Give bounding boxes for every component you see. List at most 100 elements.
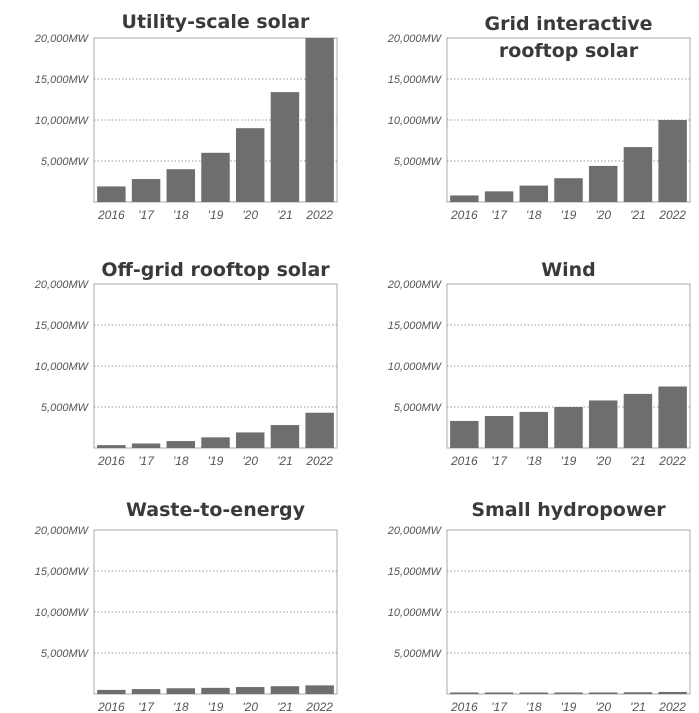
x-tick-label: '17: [138, 454, 155, 468]
bar-2022: [658, 120, 687, 202]
y-tick-label: 10,000MW: [388, 115, 443, 127]
x-tick-label: '20: [242, 208, 258, 222]
y-tick-label: 20,000MW: [387, 33, 443, 45]
bar-17: [484, 416, 514, 448]
bar-19: [201, 152, 230, 202]
x-tick-label: '21: [630, 700, 646, 713]
x-tick-label: '18: [526, 700, 542, 713]
x-tick-label: '19: [208, 454, 224, 468]
x-tick-label: '20: [595, 454, 611, 468]
bar-17: [484, 191, 514, 202]
chart-title: Grid interactive: [484, 13, 652, 35]
chart-title: Utility-scale solar: [122, 11, 311, 33]
y-tick-label: 5,000MW: [394, 156, 443, 168]
x-tick-label: '18: [173, 454, 189, 468]
y-tick-label: 5,000MW: [41, 402, 90, 414]
bar-2016: [97, 186, 126, 202]
y-tick-label: 20,000MW: [387, 279, 443, 291]
x-tick-label: '20: [595, 700, 611, 713]
chart-title: Waste-to-energy: [126, 499, 306, 521]
chart-panel-1: Utility-scale solar 5,000MW 10,000MW 15,000…: [34, 11, 338, 222]
bar-21: [270, 425, 300, 448]
chart-panel-2: Grid interactive rooftop solar 5,000MW 10,0…: [387, 13, 691, 222]
chart-panel-3: Off-grid rooftop solar 5,000MW 10,000MW 15,…: [34, 259, 338, 468]
bar-19: [554, 407, 583, 448]
bar-18: [519, 185, 549, 202]
bar-20: [235, 432, 265, 448]
bar-17: [131, 443, 161, 448]
bar-2016: [97, 445, 126, 448]
bar-2016: [450, 420, 479, 448]
x-tick-label: '21: [277, 454, 293, 468]
bar-18: [519, 692, 549, 694]
y-tick-label: 15,000MW: [388, 566, 443, 578]
y-tick-label: 15,000MW: [388, 74, 443, 86]
bar-20: [588, 165, 618, 202]
bar-2022: [305, 685, 334, 694]
x-tick-label: 2016: [97, 700, 125, 713]
y-tick-label: 5,000MW: [41, 156, 90, 168]
y-tick-label: 10,000MW: [388, 361, 443, 373]
x-tick-label: 2022: [305, 454, 333, 468]
y-tick-label: 5,000MW: [394, 402, 443, 414]
bar-17: [131, 179, 161, 202]
bar-21: [623, 147, 653, 202]
chart-title: Wind: [541, 259, 596, 281]
x-tick-label: '17: [491, 700, 508, 713]
x-tick-label: '17: [138, 208, 155, 222]
x-tick-label: '18: [173, 700, 189, 713]
x-tick-label: 2016: [450, 208, 478, 222]
bar-2022: [658, 386, 687, 448]
bar-21: [623, 393, 653, 448]
bar-19: [554, 692, 583, 694]
x-tick-label: '18: [526, 454, 542, 468]
y-tick-label: 15,000MW: [388, 320, 443, 332]
bar-2022: [305, 412, 334, 448]
x-tick-label: 2022: [305, 700, 333, 713]
bar-2022: [658, 691, 687, 694]
bar-19: [554, 178, 583, 202]
y-tick-label: 20,000MW: [387, 525, 443, 537]
bar-21: [270, 686, 300, 694]
y-tick-label: 10,000MW: [35, 361, 90, 373]
x-tick-label: '17: [491, 208, 508, 222]
chart-panel-6: Small hydropower 5,000MW 10,000MW 15,000MW 2…: [387, 499, 691, 713]
x-tick-label: '19: [561, 208, 577, 222]
x-tick-label: '21: [277, 700, 293, 713]
chart-title: rooftop solar: [499, 40, 639, 62]
x-tick-label: '21: [630, 454, 646, 468]
chart-title: Off-grid rooftop solar: [101, 259, 330, 281]
y-tick-label: 15,000MW: [35, 74, 90, 86]
chart-panel-5: Waste-to-energy 5,000MW 10,000MW 15,000MW 20…: [34, 499, 338, 713]
y-tick-label: 5,000MW: [394, 648, 443, 660]
bar-2016: [450, 692, 479, 694]
x-tick-label: '21: [630, 208, 646, 222]
y-tick-label: 20,000MW: [34, 33, 90, 45]
x-tick-label: 2016: [97, 454, 125, 468]
x-tick-label: '19: [561, 454, 577, 468]
x-tick-label: 2016: [97, 208, 125, 222]
bar-19: [201, 437, 230, 448]
x-tick-label: '17: [491, 454, 508, 468]
x-tick-label: '19: [208, 700, 224, 713]
bar-21: [623, 692, 653, 694]
bar-18: [166, 688, 196, 694]
y-tick-label: 10,000MW: [35, 607, 90, 619]
bar-17: [131, 689, 161, 694]
y-tick-label: 5,000MW: [41, 648, 90, 660]
x-tick-label: 2016: [450, 700, 478, 713]
bar-18: [519, 411, 549, 448]
bar-20: [588, 400, 618, 448]
x-tick-label: '20: [595, 208, 611, 222]
bar-20: [235, 687, 265, 694]
x-tick-label: '17: [138, 700, 155, 713]
bar-2016: [450, 195, 479, 202]
chart-title: Small hydropower: [471, 499, 666, 521]
x-tick-label: 2022: [305, 208, 333, 222]
chart-panel-4: Wind 5,000MW 10,000MW 15,000MW 20,000MW 2016 '…: [387, 259, 691, 468]
x-tick-label: 2022: [658, 208, 686, 222]
bar-20: [235, 128, 265, 202]
y-tick-label: 20,000MW: [34, 525, 90, 537]
bar-2022: [305, 38, 334, 202]
